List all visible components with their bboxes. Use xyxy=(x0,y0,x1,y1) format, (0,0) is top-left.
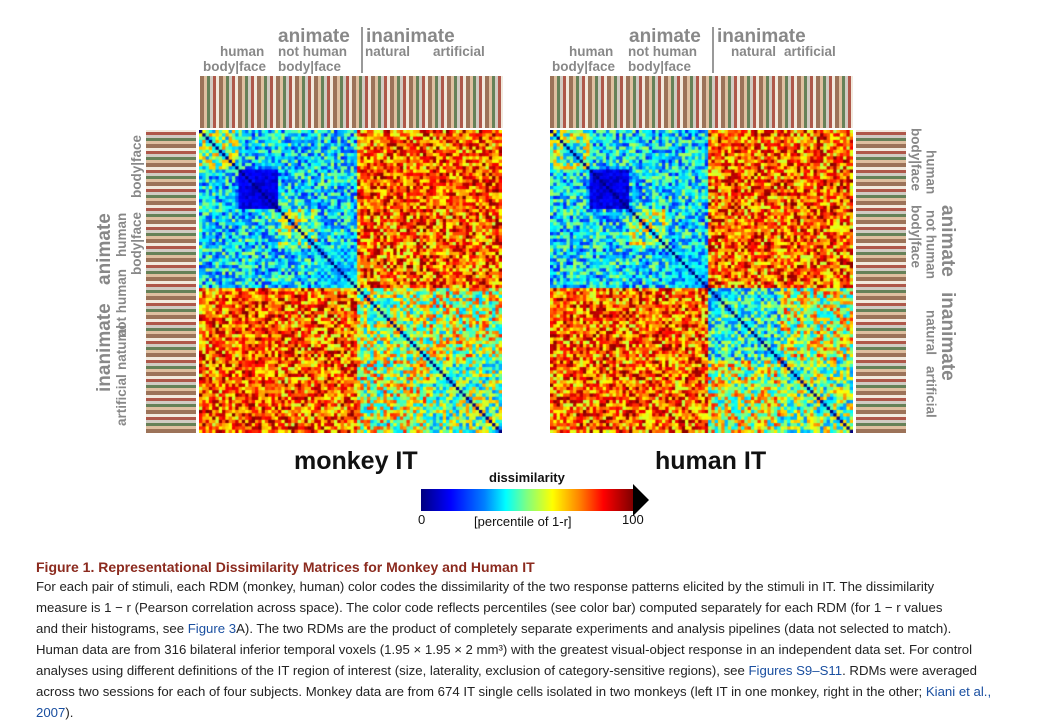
colorbar-arrow-icon xyxy=(633,484,649,516)
stimulus-thumbnails-top xyxy=(550,76,853,128)
citation-link[interactable]: 2007 xyxy=(36,705,66,720)
label-body-face: body|face xyxy=(278,59,342,74)
label-human: human xyxy=(114,212,129,257)
caption-line: Human data are from 316 bilateral inferi… xyxy=(36,642,973,657)
label-human: human xyxy=(569,44,614,59)
divider xyxy=(712,27,714,73)
label-artificial: artificial xyxy=(784,44,836,59)
caption-line: 2007). xyxy=(36,705,74,720)
label-inanimate: inanimate xyxy=(366,26,455,47)
label-inanimate: inanimate xyxy=(717,26,806,47)
stimulus-thumbnails-side xyxy=(146,130,196,433)
citation-link[interactable]: Kiani et al., xyxy=(925,684,992,699)
label-inanimate: inanimate xyxy=(94,303,115,392)
caption-line: and their histograms, see Figure 3A). Th… xyxy=(36,621,952,636)
colorbar-subtitle: [percentile of 1-r] xyxy=(474,514,572,529)
label-animate: animate xyxy=(94,213,115,285)
label-body-face: body|face xyxy=(129,134,144,198)
label-animate: animate xyxy=(278,26,350,47)
stimulus-thumbnails-side xyxy=(856,130,906,433)
panel-title-monkey: monkey IT xyxy=(294,447,418,475)
colorbar-min-label: 0 xyxy=(418,512,426,527)
label-animate: animate xyxy=(629,26,701,47)
label-natural: natural xyxy=(923,310,939,356)
caption-body: For each pair of stimuli, each RDM (monk… xyxy=(36,576,1016,723)
colorbar-max-label: 100 xyxy=(622,512,644,527)
label-body-face: body|face xyxy=(129,211,144,275)
label-animate: animate xyxy=(937,205,958,277)
label-natural: natural xyxy=(731,44,777,59)
label-body-face: body|face xyxy=(908,128,924,192)
stimulus-thumbnails-top xyxy=(200,76,503,128)
rdm-matrix-monkey xyxy=(199,130,502,433)
label-human: human xyxy=(923,150,939,195)
rdm-matrix-human xyxy=(550,130,853,433)
caption-line: across two sessions for each of four sub… xyxy=(36,684,992,699)
supplementary-figures-link[interactable]: Figures S9–S11 xyxy=(748,663,843,678)
caption-title: Figure 1. Representational Dissimilarity… xyxy=(36,559,535,575)
caption-line: measure is 1 − r (Pearson correlation ac… xyxy=(36,600,943,615)
figure-link[interactable]: Figure 3 xyxy=(187,621,237,636)
label-not-human: not human xyxy=(278,44,347,59)
label-body-face: body|face xyxy=(628,59,692,74)
panel-title-human: human IT xyxy=(655,447,767,475)
label-artificial: artificial xyxy=(114,374,129,426)
label-not-human: not human xyxy=(923,210,939,279)
label-not-human: not human xyxy=(628,44,697,59)
label-natural: natural xyxy=(114,324,129,370)
label-human: human xyxy=(220,44,265,59)
label-artificial: artificial xyxy=(923,366,939,418)
label-artificial: artificial xyxy=(433,44,485,59)
colorbar xyxy=(421,489,633,511)
divider xyxy=(361,27,363,73)
colorbar-title: dissimilarity xyxy=(489,470,565,485)
caption-line: For each pair of stimuli, each RDM (monk… xyxy=(36,579,935,594)
caption-line: analyses using different definitions of … xyxy=(36,663,977,678)
label-body-face: body|face xyxy=(908,205,924,269)
label-body-face: body|face xyxy=(203,59,267,74)
label-natural: natural xyxy=(365,44,411,59)
label-inanimate: inanimate xyxy=(937,292,958,381)
label-body-face: body|face xyxy=(552,59,616,74)
